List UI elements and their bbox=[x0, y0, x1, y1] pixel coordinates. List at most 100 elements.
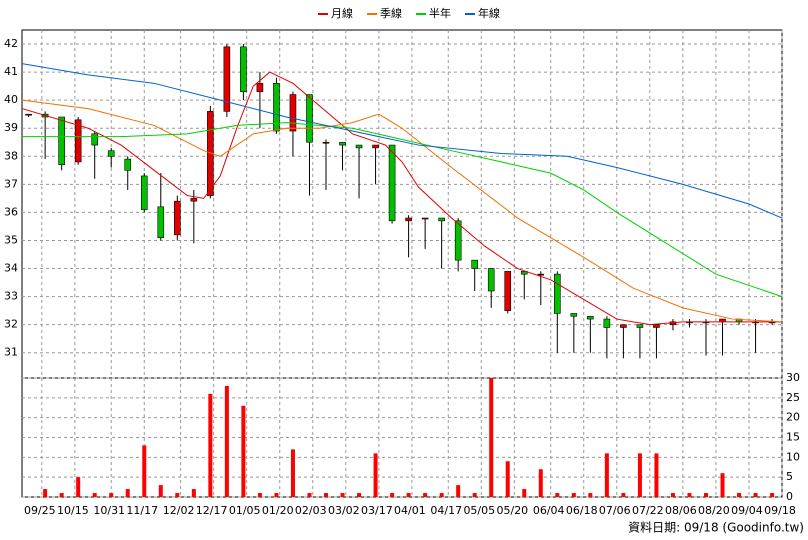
candle-body bbox=[240, 46, 247, 93]
candle-body bbox=[174, 200, 181, 236]
y-tick-label: 39 bbox=[4, 121, 18, 134]
volume-bar bbox=[456, 485, 461, 497]
volume-bar bbox=[109, 493, 114, 497]
y-tick-label: 40 bbox=[4, 93, 18, 106]
x-tick-label: 09/04 bbox=[731, 504, 763, 517]
candle-body bbox=[405, 217, 412, 222]
candle-body bbox=[454, 220, 462, 261]
y-tick-label: 42 bbox=[4, 37, 18, 50]
plot-frame bbox=[21, 29, 783, 498]
candle-body bbox=[74, 119, 82, 163]
y2-tick-label: 20 bbox=[786, 411, 800, 424]
x-tick-label: 04/17 bbox=[430, 504, 462, 517]
candle-body bbox=[520, 271, 528, 275]
candle-body bbox=[537, 273, 545, 276]
x-tick-label: 11/17 bbox=[126, 504, 158, 517]
y2-tick-label: 15 bbox=[786, 431, 800, 444]
volume-bar bbox=[307, 493, 312, 497]
y-tick-label: 33 bbox=[4, 290, 18, 303]
candle-body bbox=[421, 217, 429, 220]
y2-tick-label: 0 bbox=[786, 490, 793, 503]
candle-body bbox=[388, 144, 396, 222]
y-tick-label: 34 bbox=[4, 262, 18, 275]
y-tick-label: 36 bbox=[4, 205, 18, 218]
legend-label: 季線 bbox=[380, 6, 402, 20]
x-tick-label: 09/25 bbox=[24, 504, 56, 517]
x-tick-label: 10/31 bbox=[93, 504, 125, 517]
y-tick-label: 31 bbox=[4, 346, 18, 359]
y-tick-label: 41 bbox=[4, 65, 18, 78]
volume-bar bbox=[654, 453, 659, 497]
candle-body bbox=[256, 83, 264, 93]
volume-bar bbox=[158, 485, 163, 497]
volume-bar bbox=[390, 493, 395, 497]
volume-bar bbox=[125, 489, 130, 497]
x-tick-label: 06/04 bbox=[533, 504, 565, 517]
volume-bar bbox=[522, 489, 527, 497]
candle-body bbox=[322, 141, 330, 144]
candle-body bbox=[587, 315, 594, 320]
y2-tick-label: 10 bbox=[786, 450, 800, 463]
volume-bar bbox=[43, 489, 48, 497]
candle-body bbox=[91, 133, 98, 146]
candle-body bbox=[653, 324, 660, 328]
candle-body bbox=[157, 206, 165, 238]
candle-body bbox=[124, 158, 132, 171]
x-tick-label: 08/20 bbox=[698, 504, 730, 517]
candle-body bbox=[471, 259, 478, 269]
candle-body bbox=[355, 144, 363, 149]
candle-body bbox=[487, 268, 495, 292]
ma-line bbox=[21, 63, 783, 219]
y-tick-label: 37 bbox=[4, 177, 18, 190]
volume-bar bbox=[538, 469, 543, 497]
candle-body bbox=[620, 324, 627, 328]
volume-bar bbox=[324, 493, 328, 497]
candle-body bbox=[339, 141, 346, 146]
volume-bar bbox=[704, 493, 708, 497]
candle-body bbox=[504, 271, 512, 311]
volume-bar bbox=[340, 493, 345, 497]
candle-body bbox=[190, 198, 198, 202]
x-tick-label: 04/01 bbox=[394, 504, 426, 517]
x-tick-label: 12/17 bbox=[196, 504, 228, 517]
candle-body bbox=[140, 175, 148, 210]
x-tick-label: 08/06 bbox=[665, 504, 697, 517]
volume-bar bbox=[423, 493, 428, 497]
candle-body bbox=[636, 324, 644, 328]
footer: 資料日期: 09/18 (Goodinfo.tw) bbox=[628, 521, 804, 535]
volume-bar bbox=[505, 461, 510, 497]
volume-bar bbox=[357, 493, 362, 497]
x-tick-label: 07/06 bbox=[599, 504, 631, 517]
volume-bar bbox=[59, 493, 64, 497]
candle-body bbox=[107, 150, 115, 157]
x-tick-label: 03/17 bbox=[361, 504, 393, 517]
ma-line bbox=[22, 122, 783, 298]
candle-body bbox=[603, 318, 611, 328]
x-tick-label: 02/03 bbox=[295, 504, 327, 517]
volume-bar bbox=[472, 493, 477, 497]
x-tick-label: 05/20 bbox=[496, 504, 528, 517]
volume-bar bbox=[753, 493, 758, 497]
candle-body bbox=[306, 94, 313, 143]
x-tick-label: 01/20 bbox=[262, 504, 294, 517]
x-tick-label: 12/02 bbox=[163, 504, 195, 517]
volume-bar bbox=[373, 453, 378, 497]
volume-bar bbox=[92, 493, 97, 497]
y2-tick-label: 5 bbox=[786, 470, 793, 483]
volume-bar bbox=[224, 385, 229, 497]
candle-body bbox=[554, 273, 561, 314]
volume-bar bbox=[588, 493, 593, 497]
volume-bar bbox=[208, 393, 213, 497]
volume-bar bbox=[489, 378, 494, 497]
candle-body bbox=[289, 94, 297, 132]
x-tick-label: 10/15 bbox=[57, 504, 89, 517]
candle-body bbox=[438, 217, 445, 222]
volume-bar bbox=[737, 493, 742, 497]
candle-body bbox=[25, 113, 32, 116]
volume-bar bbox=[191, 489, 196, 497]
y-tick-label: 32 bbox=[4, 318, 18, 331]
ma-line bbox=[21, 71, 782, 326]
legend-label: 年線 bbox=[478, 6, 500, 20]
volume-bar bbox=[257, 493, 262, 497]
y-tick-label: 38 bbox=[4, 149, 18, 162]
